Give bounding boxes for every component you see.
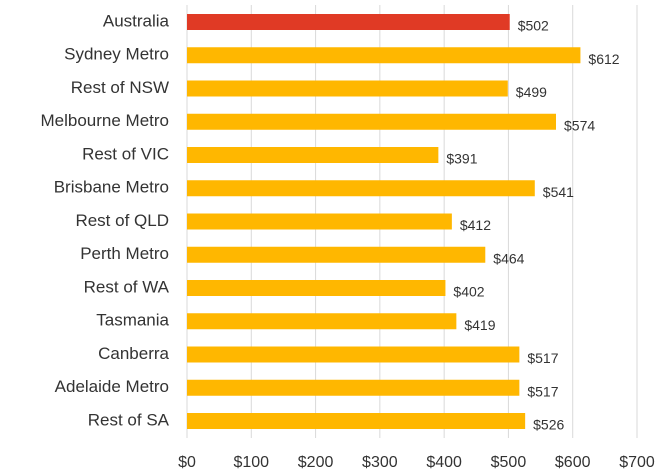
value-label: $391 [446,151,477,167]
category-label: Australia [103,11,170,30]
x-tick-label: $600 [555,454,591,471]
value-label: $526 [533,417,564,433]
bar [187,113,556,130]
category-label: Rest of SA [88,410,170,429]
bar [187,147,439,163]
category-label: Rest of QLD [75,211,169,230]
bar [187,80,508,97]
x-tick-label: $100 [233,454,269,471]
value-label: $517 [527,350,558,366]
value-label: $499 [516,84,547,100]
bar [187,213,452,230]
value-label: $402 [453,284,484,300]
category-label: Rest of VIC [82,144,169,163]
bar [187,313,457,330]
value-label: $574 [564,117,595,133]
category-label: Sydney Metro [64,45,169,64]
bar [187,14,510,30]
category-label: Tasmania [96,311,169,330]
x-tick-label: $0 [178,454,196,471]
bar [187,180,535,197]
value-label: $412 [460,217,491,233]
bar [187,413,526,429]
value-label: $502 [518,18,549,34]
category-label: Canberra [98,344,169,363]
value-label: $612 [588,51,619,67]
x-tick-label: $200 [298,454,334,471]
category-label: Rest of NSW [71,78,169,97]
value-label: $541 [543,184,574,200]
category-label: Rest of WA [84,277,170,296]
x-tick-label: $700 [619,454,655,471]
value-label: $419 [464,317,495,333]
value-label: $517 [527,383,558,399]
bar [187,246,486,263]
x-tick-label: $500 [491,454,527,471]
bar [187,379,520,396]
bar [187,47,581,64]
category-label: Melbourne Metro [40,111,169,130]
bar [187,280,446,296]
x-tick-label: $400 [426,454,462,471]
x-tick-label: $300 [362,454,398,471]
category-label: Adelaide Metro [55,377,169,396]
category-label: Brisbane Metro [54,178,169,197]
category-label: Perth Metro [80,244,169,263]
bar [187,346,520,363]
value-label: $464 [493,250,524,266]
